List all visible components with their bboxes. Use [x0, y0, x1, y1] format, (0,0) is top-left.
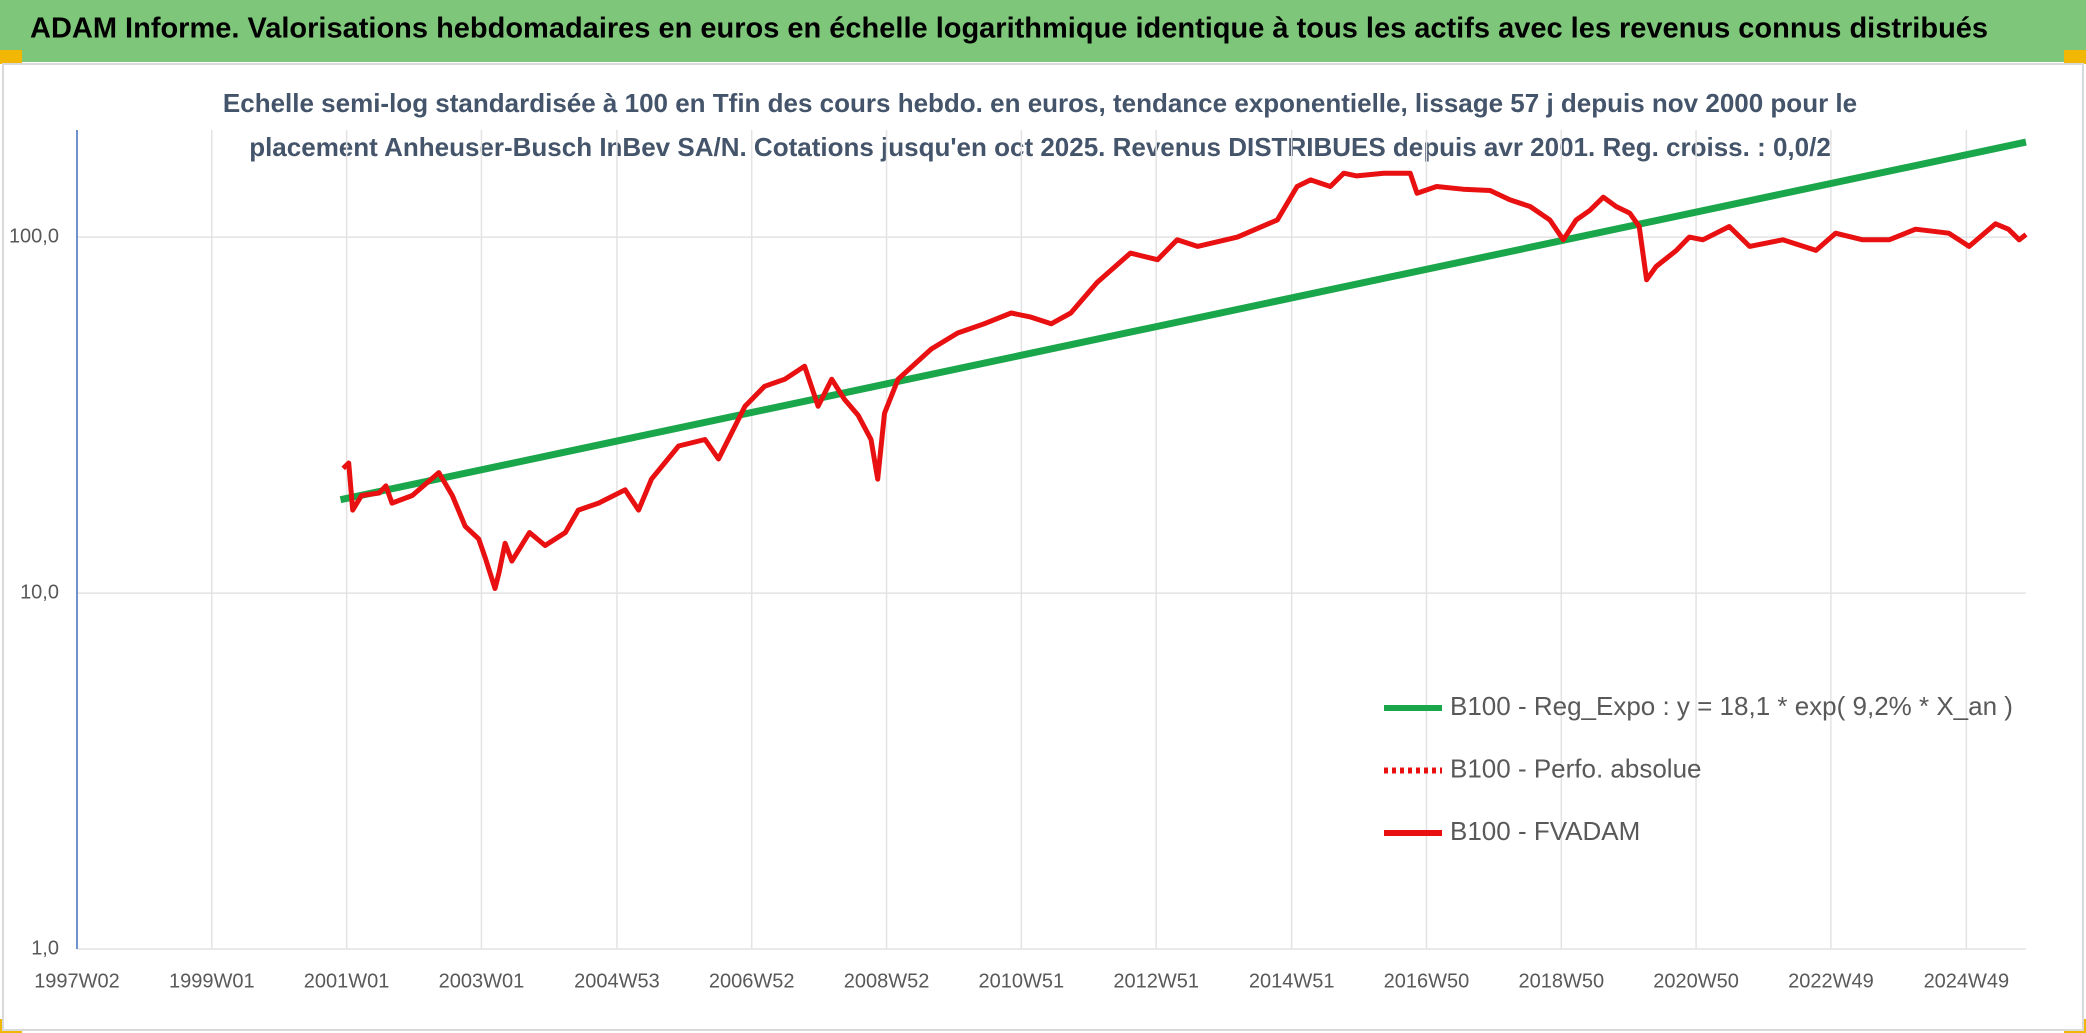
x-tick-label: 1999W01 [169, 970, 255, 992]
x-tick-label: 2001W01 [304, 970, 390, 992]
x-tick-label: 2003W01 [439, 970, 525, 992]
corner [2064, 50, 2086, 64]
chart-frame [2, 63, 2084, 1031]
series-line [339, 138, 2027, 504]
x-tick-label: 2008W52 [844, 970, 930, 992]
corner [0, 50, 22, 64]
x-tick-label: 2016W50 [1384, 970, 1470, 992]
x-tick-label: 2018W50 [1518, 970, 1604, 992]
chart-title: ADAM Informe. Valorisations hebdomadaire… [30, 13, 1988, 45]
x-tick-label: 2006W52 [709, 970, 795, 992]
x-tick-label: 2010W51 [979, 970, 1065, 992]
y-tick-label: 10,0 [20, 581, 59, 603]
x-tick-label: 2020W50 [1653, 970, 1739, 992]
x-tick-label: 2012W51 [1113, 970, 1199, 992]
legend-label: B100 - Reg_Expo : y = 18,1 * exp( 9,2% *… [1450, 691, 2013, 721]
series-line [341, 170, 2028, 591]
x-tick-label: 2004W53 [574, 970, 660, 992]
chart-subtitle: Echelle semi-log standardisée à 100 en T… [223, 88, 1857, 118]
chart-subtitle: placement Anheuser-Busch InBev SA/N. Cot… [249, 132, 1831, 162]
legend-label: B100 - Perfo. absolue [1450, 753, 1702, 783]
header-bar [0, 0, 2086, 62]
y-tick-label: 100,0 [9, 225, 59, 247]
legend-label: B100 - FVADAM [1450, 816, 1640, 846]
x-tick-label: 2014W51 [1249, 970, 1335, 992]
x-tick-label: 1997W02 [34, 970, 120, 992]
x-tick-label: 2024W49 [1924, 970, 2010, 992]
y-tick-label: 1,0 [31, 937, 59, 959]
x-tick-label: 2022W49 [1788, 970, 1874, 992]
